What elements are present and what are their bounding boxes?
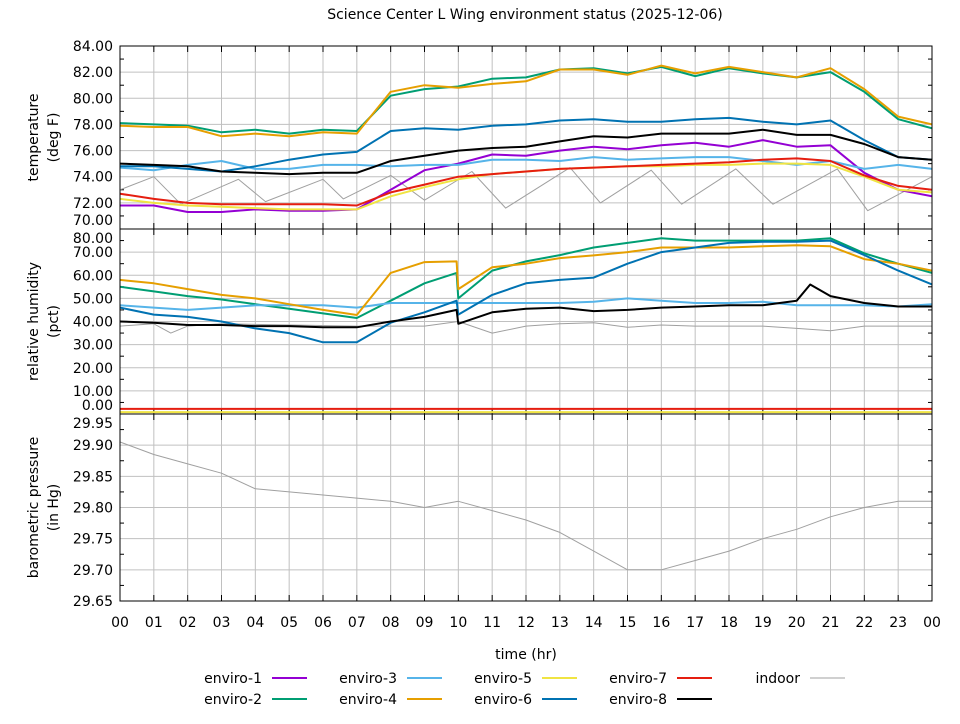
y-tick-label: 80.00 [73,91,113,107]
y-tick-label: 50.00 [73,291,113,307]
x-tick-label: 07 [348,615,366,631]
legend-item-indoor: indoor [755,671,845,687]
y-tick-label: 70.00 [73,213,113,229]
y-axis-label: (deg F) [46,113,62,163]
series-line-enviro-6 [120,239,932,344]
legend-label: enviro-4 [339,692,397,708]
y-tick-label: 74.00 [73,170,113,186]
legend-item-enviro-1: enviro-1 [204,671,307,687]
x-tick-label: 10 [449,615,467,631]
y-tick-label: 29.70 [73,563,113,579]
series-group [120,441,932,571]
x-tick-label: 03 [213,615,231,631]
legend-label: enviro-3 [339,671,397,687]
series-line-enviro-8 [120,283,932,329]
series-group [120,64,932,213]
y-tick-label: 70.00 [73,245,113,261]
series-line-indoor [120,167,932,212]
x-tick-label: 04 [246,615,264,631]
legend-label: enviro-5 [474,671,532,687]
series-line-indoor [120,441,932,571]
y-tick-label: 40.00 [73,315,113,331]
legend-label: enviro-6 [474,692,532,708]
x-tick-label: 23 [889,615,907,631]
y-tick-label: 30.00 [73,338,113,354]
legend-label: enviro-2 [204,692,262,708]
series-line-enviro-3 [120,156,932,172]
series-line-enviro-4 [120,244,932,316]
y-tick-label: 84.00 [73,39,113,55]
x-tick-label: 16 [652,615,670,631]
legend-item-enviro-7: enviro-7 [609,671,712,687]
series-group [120,237,932,414]
legend-item-enviro-6: enviro-6 [474,692,577,708]
x-tick-label: 00 [111,615,129,631]
x-tick-label: 05 [280,615,298,631]
panel-3: 29.65 29.70 29.75 29.80 29.85 29.90 29.95 barom… [26,413,933,610]
x-tick-label: 00 [923,615,941,631]
legend-item-enviro-3: enviro-3 [339,671,442,687]
y-tick-label: 78.00 [73,117,113,133]
legend-item-enviro-5: enviro-5 [474,671,577,687]
y-tick-label: 82.00 [73,65,113,81]
y-tick-label: 29.80 [73,501,113,517]
y-tick-label: 0.00 [82,398,113,414]
series-line-enviro-6 [120,116,932,173]
x-tick-label: 02 [179,615,197,631]
x-tick-label: 14 [585,615,603,631]
x-tick-label: 11 [483,615,501,631]
series-line-enviro-1 [120,139,932,213]
y-tick-label: 29.85 [73,469,113,485]
x-tick-label: 17 [686,615,704,631]
x-tick-label: 18 [720,615,738,631]
chart-title: Science Center L Wing environment status… [327,7,723,23]
x-tick-label: 06 [314,615,332,631]
y-tick-label: 10.00 [73,384,113,400]
y-tick-label: 72.00 [73,196,113,212]
x-tick-label: 12 [517,615,535,631]
y-axis-label: (in Hg) [46,484,62,532]
x-tick-label: 21 [822,615,840,631]
plot-border [119,413,933,602]
y-axis-label: temperature [26,94,42,182]
series-line-enviro-4 [120,64,932,138]
x-tick-label: 15 [619,615,637,631]
x-tick-label: 13 [551,615,569,631]
legend-item-enviro-4: enviro-4 [339,692,442,708]
y-axis-label: barometric pressure [26,437,42,578]
series-line-enviro-3 [120,297,932,311]
series-line-enviro-7 [120,157,932,207]
y-axis-label: relative humidity [26,262,42,381]
x-tick-label: 01 [145,615,163,631]
legend-label: indoor [755,671,800,687]
series-line-enviro-8 [120,128,932,176]
legend-item-enviro-2: enviro-2 [204,692,307,708]
legend-label: enviro-8 [609,692,667,708]
x-axis-label: time (hr) [495,647,557,663]
legend-item-enviro-8: enviro-8 [609,692,712,708]
y-axis-label: (pct) [46,305,62,338]
y-tick-label: 20.00 [73,361,113,377]
y-tick-label: 76.00 [73,144,113,160]
x-tick-label: 08 [382,615,400,631]
x-tick-label: 20 [788,615,806,631]
y-tick-label: 29.75 [73,532,113,548]
x-tick-label: 19 [754,615,772,631]
y-tick-label: 29.90 [73,438,113,454]
legend-label: enviro-1 [204,671,262,687]
y-tick-label: 80.00 [73,231,113,247]
x-tick-label: 09 [416,615,434,631]
x-tick-label: 22 [855,615,873,631]
legend: enviro-1 enviro-2 enviro-3 enviro-4 enviro-5… [204,671,845,708]
y-tick-label: 29.95 [73,416,113,432]
legend-label: enviro-7 [609,671,667,687]
y-tick-label: 29.65 [73,594,113,610]
y-tick-label: 60.00 [73,268,113,284]
